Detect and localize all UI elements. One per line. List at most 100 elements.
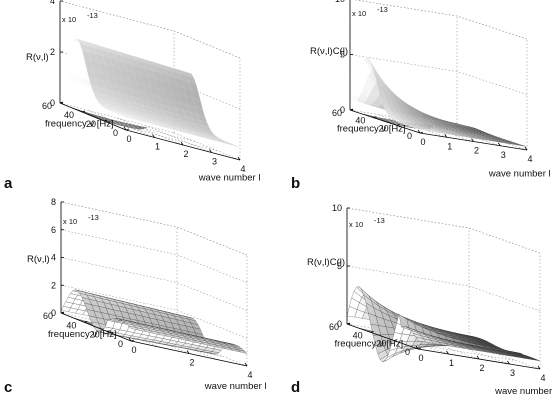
surface-patch — [135, 113, 145, 118]
surface-patch — [416, 122, 426, 126]
surface-patch — [192, 128, 202, 133]
surface-patch — [110, 82, 120, 93]
surface-patch — [458, 129, 468, 132]
surface-patch — [473, 128, 483, 132]
surface-patch — [221, 140, 232, 144]
surface-patch — [69, 68, 79, 77]
surface-patch — [195, 134, 205, 137]
surface-patch — [99, 45, 109, 52]
surface-patch — [420, 117, 430, 122]
surface-patch — [186, 130, 197, 134]
surface-patch — [138, 120, 148, 123]
surface-patch — [104, 107, 114, 111]
surface-patch — [219, 139, 229, 143]
z-tick-label: 10 — [332, 203, 342, 213]
surface-patch — [128, 325, 139, 331]
surface-patch — [130, 118, 141, 121]
y-tick-label: 40 — [355, 116, 365, 126]
surface-patch — [214, 139, 225, 142]
surface-patch — [446, 122, 456, 126]
surface-patch — [437, 118, 447, 123]
surface-patch — [430, 127, 440, 130]
surface-patch — [446, 121, 456, 124]
surface-patch — [424, 128, 434, 131]
surface-patch — [151, 119, 161, 123]
surface-patch — [178, 114, 188, 122]
x-tick — [123, 126, 127, 131]
surface-patch — [62, 66, 72, 75]
surface-patch — [437, 132, 447, 134]
surface-patch — [188, 132, 198, 136]
surface-patch — [110, 110, 120, 114]
surface-patch — [423, 124, 433, 127]
surface-patch — [495, 140, 505, 143]
surface-patch — [201, 134, 211, 138]
surface-patch — [200, 135, 210, 138]
surface-patch — [433, 121, 443, 126]
surface-patch — [208, 136, 218, 139]
x-tick — [180, 141, 184, 146]
surface-patch — [435, 130, 445, 132]
surface-patch — [449, 123, 459, 127]
surface-patch — [162, 124, 172, 128]
surface-patch — [370, 103, 380, 108]
surface-patch — [74, 76, 84, 84]
grid-line — [81, 111, 197, 143]
surface-patch — [354, 80, 364, 93]
x-tick-label: 1 — [155, 142, 160, 152]
surface-patch — [97, 86, 108, 96]
surface-patch — [202, 137, 212, 140]
surface-patch — [499, 139, 509, 142]
surface-patch — [424, 113, 434, 118]
y-tick — [103, 119, 108, 122]
surface-patch — [155, 123, 165, 126]
y-tick-label: 0 — [405, 347, 410, 357]
surface-patch — [157, 124, 167, 128]
surface-patch — [406, 125, 415, 127]
surface-patch — [186, 75, 196, 84]
surface-patch — [414, 125, 424, 128]
surface-patch — [119, 68, 130, 80]
surface-patch — [350, 93, 359, 101]
surface-patch — [410, 125, 420, 128]
surface-patch — [457, 132, 467, 135]
y-tick-label: 40 — [353, 330, 363, 340]
surface-patch — [515, 144, 525, 146]
surface — [60, 289, 248, 355]
surface-patch — [414, 121, 424, 125]
surface-patch — [139, 57, 149, 61]
surface-patch — [439, 119, 449, 122]
surface-patch — [186, 131, 196, 135]
surface-patch — [139, 118, 149, 122]
surface-patch — [158, 66, 168, 76]
surface-patch — [359, 65, 369, 82]
y-tick — [373, 116, 377, 119]
surface-patch — [107, 73, 118, 85]
surface-patch — [431, 116, 441, 121]
surface-patch — [110, 58, 120, 69]
surface-patch — [106, 105, 116, 110]
surface-patch — [192, 118, 203, 126]
surface-patch — [184, 130, 194, 134]
surface-patch — [415, 111, 425, 118]
surface-patch — [176, 128, 187, 132]
surface-patch — [397, 96, 407, 105]
surface-patch — [131, 64, 142, 76]
surface-patch — [422, 112, 432, 117]
surface-patch — [427, 126, 437, 129]
surface-patch — [208, 134, 218, 138]
surface-patch — [108, 51, 118, 61]
surface-patch — [468, 135, 478, 138]
surface-patch — [455, 133, 465, 136]
surface-patch — [404, 102, 414, 109]
surface-patch — [419, 128, 429, 131]
surface-patch — [164, 110, 174, 118]
x-tick — [446, 350, 449, 355]
panel-label: d — [291, 379, 300, 396]
surface-patch — [446, 131, 456, 134]
z-exponent-power: -13 — [377, 5, 388, 14]
surface-patch — [171, 128, 181, 132]
grid-line — [349, 109, 458, 128]
grid-line — [60, 201, 248, 256]
surface-patch — [183, 110, 193, 119]
